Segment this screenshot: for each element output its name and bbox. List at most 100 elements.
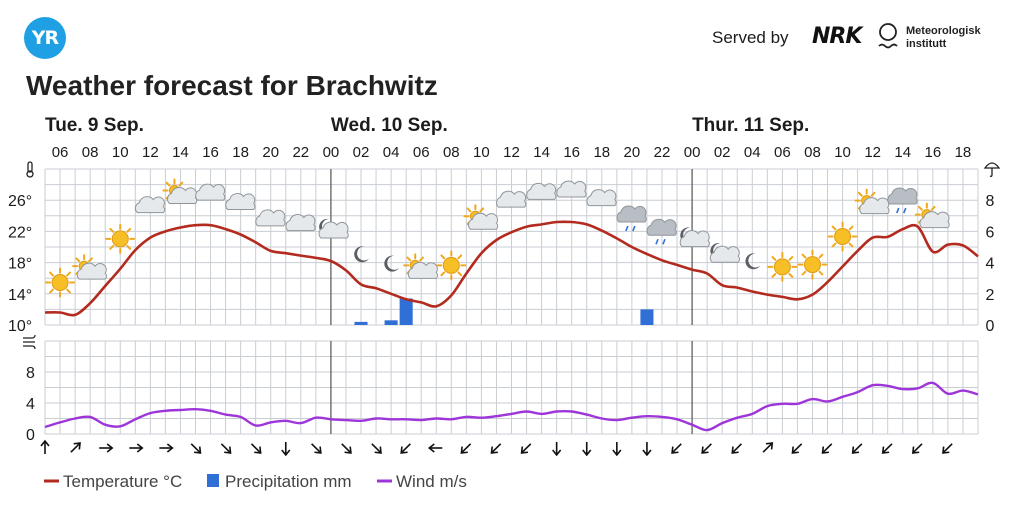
yr-logo[interactable]: YR [24, 17, 66, 59]
sun-ray [126, 227, 132, 233]
legend-precipitation-swatch [207, 474, 219, 487]
sun-ray [126, 244, 132, 250]
served-by-label: Served by [712, 28, 789, 47]
wind-direction-arrows [40, 439, 953, 457]
sun-icon [45, 267, 76, 298]
moon-shape [354, 246, 370, 263]
wind-arrow-icon [311, 443, 322, 454]
wind-arrow-head [344, 446, 352, 454]
precipitation-tick-label: 0 [986, 318, 995, 335]
sun-disc [111, 230, 129, 248]
nrk-logo[interactable]: NRK [812, 24, 862, 49]
wind-arrow-icon [250, 443, 262, 454]
sun-ray [848, 225, 854, 231]
weather-symbols [45, 178, 950, 298]
temperature-line [44, 220, 979, 317]
wind-arrow-head [400, 446, 408, 454]
cloud-icon [134, 196, 166, 214]
cloud-shape [887, 187, 918, 205]
hour-tick-label: 08 [82, 144, 99, 161]
wind-arrow-head [821, 446, 830, 454]
partly-cloudy-day-icon [162, 178, 198, 204]
moon-icon [354, 246, 370, 263]
thermometer-icon [26, 161, 34, 178]
wind-arrow-head [73, 442, 81, 450]
wind-arrow-shaft [341, 443, 351, 453]
wind-arrow-shaft [311, 443, 321, 453]
wind-arrow-shaft [190, 443, 201, 453]
wind-tick-label: 8 [26, 365, 35, 382]
wind-line [44, 381, 979, 432]
wind-arrow-icon [40, 439, 50, 454]
precipitation-bar [354, 321, 368, 325]
hour-tick-label: 10 [473, 144, 490, 161]
wind-arrow-shaft [371, 443, 381, 453]
wind-arrow-head [942, 446, 950, 454]
cloud-shape [318, 221, 349, 239]
day-label: Tue. 9 Sep. [45, 115, 144, 136]
sun-ray [457, 254, 463, 260]
hour-tick-label: 18 [593, 144, 610, 161]
wind-arrow-head [765, 442, 774, 450]
temperature-tick-label: 10° [8, 318, 32, 335]
sun-ray [818, 253, 824, 259]
cloud-shape [195, 183, 226, 201]
hour-tick-label: 00 [684, 144, 701, 161]
met-institute-logo[interactable]: Meteorologisk institutt [906, 25, 981, 51]
day-label: Thur. 11 Sep. [692, 115, 809, 136]
wind-arrow-head [582, 449, 592, 457]
wind-arrow-head [166, 443, 174, 453]
wind-arrow-head [281, 449, 291, 457]
wind-arrow-icon [70, 442, 81, 453]
hour-tick-label: 18 [955, 144, 972, 161]
rain-drop [662, 238, 666, 245]
cloud-shape [76, 262, 107, 280]
precipitation-tick-label: 4 [986, 256, 995, 273]
hour-tick-label: 22 [654, 144, 671, 161]
wind-arrow-icon [582, 442, 592, 457]
wind-arrow-icon [159, 443, 174, 453]
sun-icon [436, 250, 467, 281]
axes: Tue. 9 Sep. Wed. 10 Sep. Thur. 11 Sep.06 08… [8, 115, 1001, 444]
cloud-icon [586, 189, 617, 207]
sun-ray [857, 191, 863, 197]
sun-ray [419, 256, 424, 262]
precipitation-bar [384, 320, 398, 325]
hour-tick-label: 12 [142, 144, 159, 161]
cloud-shape [407, 261, 439, 279]
wind-arrow-icon [220, 443, 232, 454]
umbrella-icon [983, 162, 1001, 177]
hour-tick-label: 02 [714, 144, 731, 161]
hour-tick-label: 06 [774, 144, 791, 161]
cloud-shape [616, 205, 647, 223]
wind-arrow-shaft [672, 443, 682, 453]
wind-arrow-shaft [943, 443, 953, 453]
moon-icon [384, 255, 400, 272]
precipitation-bar [399, 298, 413, 325]
temperature-tick-label: 18° [8, 256, 32, 273]
hour-tick-label: 14 [533, 144, 550, 161]
day-label: Wed. 10 Sep. [331, 115, 448, 136]
wind-arrow-head [136, 443, 144, 453]
wind-arrow-shaft [70, 443, 80, 453]
wind-icon [23, 334, 36, 350]
sun-ray [178, 181, 184, 187]
sun-ray [109, 244, 115, 250]
cloud-shape [496, 190, 527, 208]
cloud-shape [255, 209, 286, 227]
wind-arrow-shaft [401, 443, 411, 453]
sun-ray [788, 272, 794, 278]
wind-arrow-head [612, 449, 622, 457]
wind-arrow-head [911, 446, 920, 454]
wind-arrow-head [314, 446, 322, 454]
sun-disc [773, 258, 791, 276]
sun-ray [831, 242, 837, 248]
hour-tick-label: 08 [443, 144, 460, 161]
hour-tick-label: 00 [323, 144, 340, 161]
partly-cloudy-day-icon [914, 202, 950, 229]
wind-arrow-icon [911, 443, 923, 454]
wind-arrow-icon [851, 443, 863, 454]
moon-shape [384, 255, 400, 272]
sun-ray [801, 253, 807, 259]
wind-arrow-head [374, 446, 382, 454]
